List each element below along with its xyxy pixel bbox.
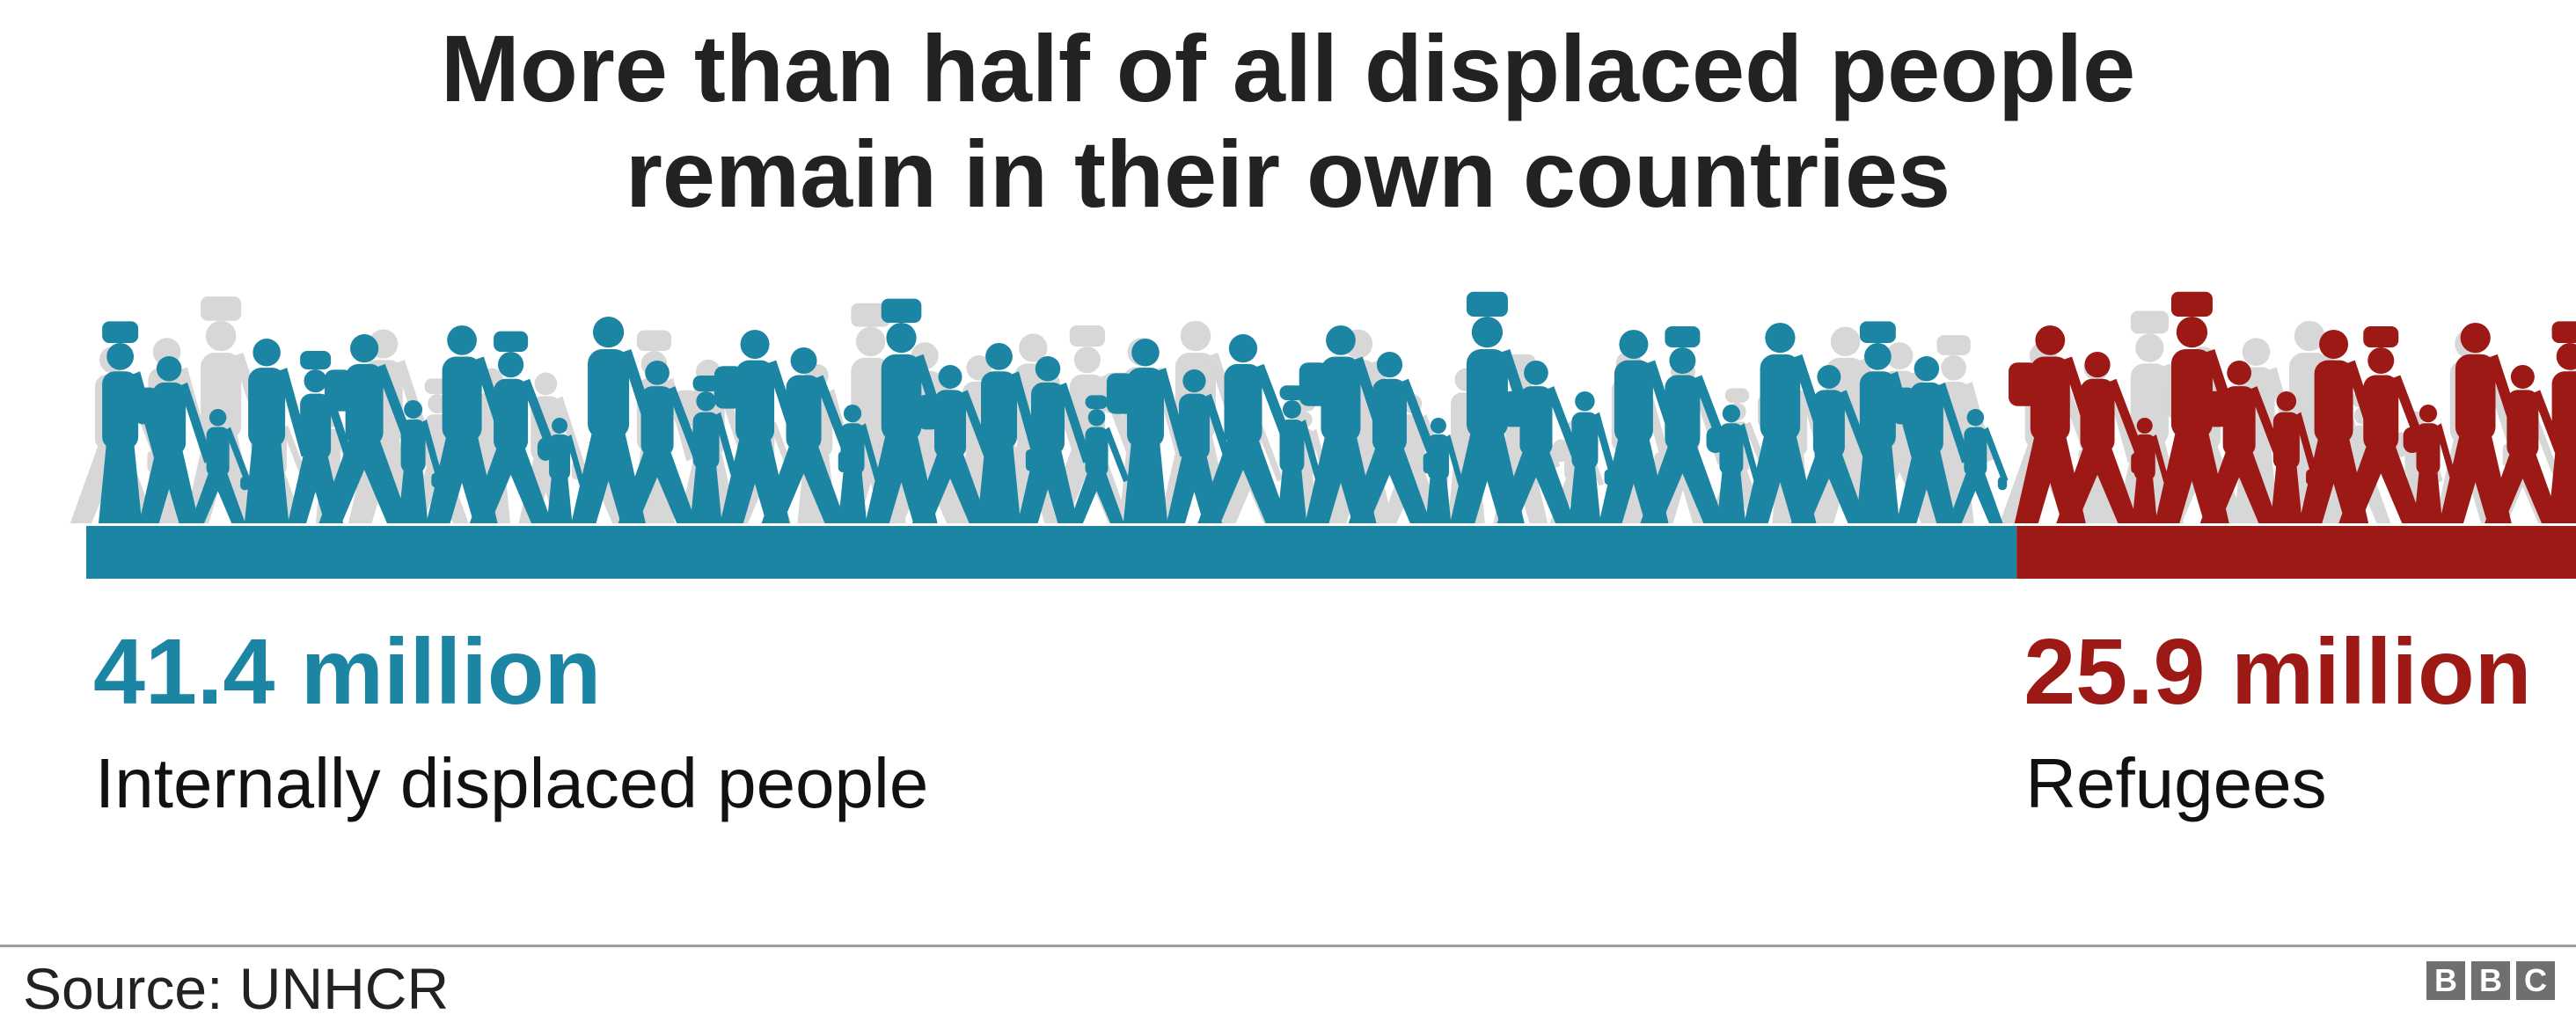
bbc-logo-letter: B <box>2471 961 2510 1000</box>
chart-title-line-2: remain in their own countries <box>625 120 1951 227</box>
chart-title: More than half of all displaced people r… <box>0 16 2576 227</box>
person-silhouette <box>2548 321 2576 523</box>
person-silhouette <box>1277 385 1321 523</box>
person-silhouette <box>690 376 738 523</box>
person-silhouette <box>1744 323 1833 523</box>
person-silhouette <box>2338 326 2432 523</box>
footer-divider <box>0 945 2576 947</box>
person-silhouette <box>190 409 251 523</box>
person-silhouette <box>1017 356 1092 523</box>
person-silhouette <box>2270 391 2318 523</box>
person-silhouette <box>134 356 213 523</box>
person-silhouette <box>1069 395 1130 523</box>
bar-segments <box>86 526 2576 579</box>
person-silhouette <box>2485 365 2568 523</box>
person-silhouette <box>2132 418 2170 523</box>
source-note: Source: UNHCR <box>23 956 450 1021</box>
person-silhouette <box>398 400 443 523</box>
person-silhouette <box>911 365 996 523</box>
person-silhouette <box>2298 330 2385 523</box>
bar-segment <box>86 526 2017 579</box>
bbc-logo-letter: C <box>2516 961 2555 1000</box>
person-silhouette <box>2403 405 2457 523</box>
person-silhouette <box>838 405 882 523</box>
person-silhouette <box>761 347 854 523</box>
category-label: Internally displaced people <box>95 744 928 822</box>
bbc-logo: B B C <box>2426 961 2555 1000</box>
person-silhouette <box>2056 352 2147 523</box>
person-silhouette <box>318 334 419 523</box>
person-silhouette <box>977 343 1043 523</box>
chart-title-line-1: More than half of all displaced people <box>440 15 2136 121</box>
value-label: 41.4 million <box>93 620 601 724</box>
category-label: Refugees <box>2025 744 2326 822</box>
value-label: 25.9 million <box>2023 620 2531 724</box>
bbc-logo-letter: B <box>2426 961 2465 1000</box>
person-silhouette <box>1425 418 1464 523</box>
stacked-bar-chart: 41.4 million Internally displaced people 2… <box>70 291 2576 822</box>
segment-labels: 41.4 million Internally displaced people 2… <box>93 620 2532 822</box>
bar-segment <box>2016 526 2576 579</box>
person-silhouette <box>1197 334 1298 523</box>
person-silhouette <box>1891 356 1971 523</box>
crowd-silhouettes <box>99 291 2576 523</box>
person-silhouette <box>1948 409 2009 523</box>
person-silhouette <box>537 418 585 523</box>
person-silhouette <box>1706 405 1760 523</box>
